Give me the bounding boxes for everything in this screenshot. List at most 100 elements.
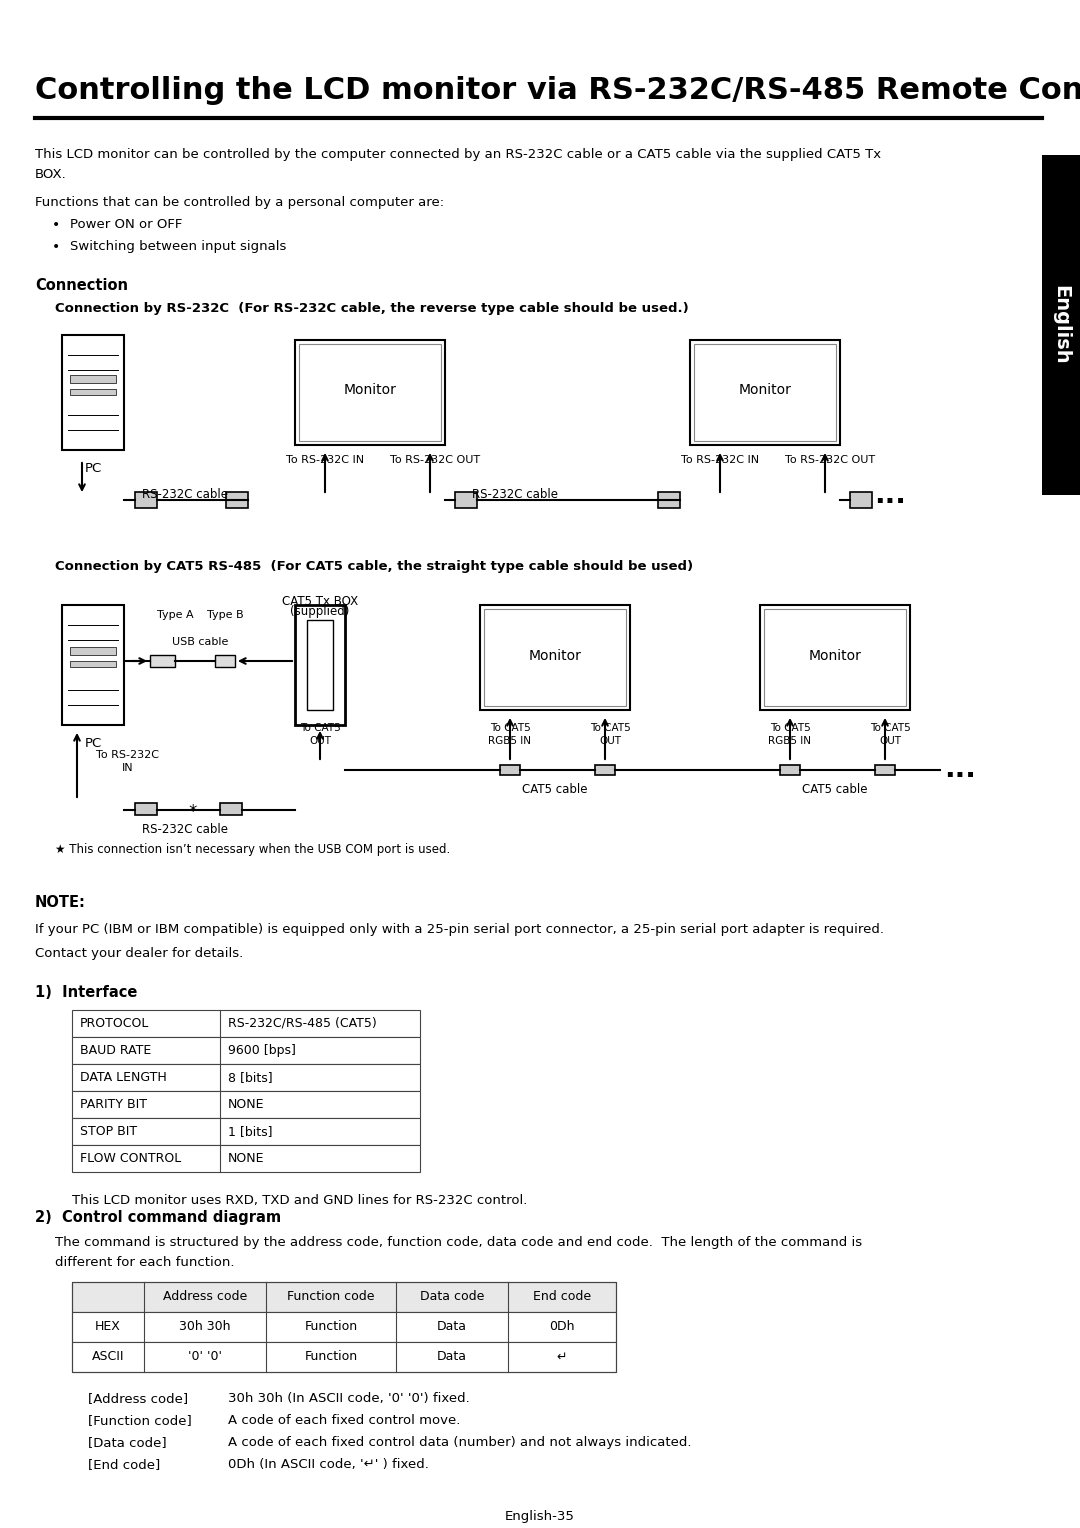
Bar [595, 766, 615, 775]
Bar [72, 1118, 420, 1144]
Text: RS-232C cable: RS-232C cable [141, 824, 228, 836]
Bar [70, 374, 116, 384]
Text: Power ON or OFF: Power ON or OFF [70, 219, 183, 231]
Text: To CAT5
OUT: To CAT5 OUT [869, 723, 910, 746]
Bar [764, 610, 906, 706]
Bar [220, 804, 242, 814]
Text: DATA LENGTH: DATA LENGTH [80, 1071, 166, 1083]
Text: RS-232C cable: RS-232C cable [141, 487, 228, 501]
Text: To RS-232C OUT: To RS-232C OUT [785, 455, 875, 465]
Text: ★ This connection isn’t necessary when the USB COM port is used.: ★ This connection isn’t necessary when t… [55, 843, 450, 856]
Bar [875, 766, 895, 775]
Text: Address code: Address code [163, 1291, 247, 1303]
Text: 8 [bits]: 8 [bits] [228, 1071, 272, 1083]
Text: BOX.: BOX. [35, 168, 67, 180]
Text: ASCII: ASCII [92, 1351, 124, 1363]
Text: BAUD RATE: BAUD RATE [80, 1044, 151, 1057]
Text: NONE: NONE [228, 1099, 265, 1111]
Text: Connection by CAT5 RS-485  (For CAT5 cable, the straight type cable should be us: Connection by CAT5 RS-485 (For CAT5 cabl… [55, 559, 693, 573]
Bar [1042, 154, 1080, 495]
Text: Monitor: Monitor [739, 384, 792, 397]
Bar [455, 492, 477, 507]
Text: •: • [52, 240, 60, 254]
Text: USB cable: USB cable [172, 637, 228, 646]
Text: Function: Function [305, 1351, 357, 1363]
Text: ↵: ↵ [557, 1351, 567, 1363]
Bar [658, 492, 680, 507]
Bar [72, 1342, 616, 1372]
Text: Connection: Connection [35, 278, 129, 293]
Text: 0Dh (In ASCII code, '↵' ) fixed.: 0Dh (In ASCII code, '↵' ) fixed. [228, 1458, 429, 1471]
Text: *: * [189, 804, 198, 821]
Text: Monitor: Monitor [343, 384, 396, 397]
Text: Contact your dealer for details.: Contact your dealer for details. [35, 947, 243, 960]
Bar [62, 605, 124, 724]
Text: Controlling the LCD monitor via RS-232C/RS-485 Remote Control: Controlling the LCD monitor via RS-232C/… [35, 76, 1080, 105]
Text: Data: Data [437, 1320, 467, 1334]
Text: To CAT5
OUT: To CAT5 OUT [299, 723, 340, 746]
Bar [72, 1313, 616, 1342]
Bar [72, 1282, 616, 1372]
Text: Data: Data [437, 1351, 467, 1363]
Text: STOP BIT: STOP BIT [80, 1125, 137, 1138]
Text: PC: PC [84, 736, 102, 750]
Text: If your PC (IBM or IBM compatible) is equipped only with a 25-pin serial port co: If your PC (IBM or IBM compatible) is eq… [35, 923, 885, 937]
Text: To RS-232C IN: To RS-232C IN [286, 455, 364, 465]
Text: The command is structured by the address code, function code, data code and end : The command is structured by the address… [55, 1236, 862, 1248]
Bar [299, 344, 441, 442]
Text: different for each function.: different for each function. [55, 1256, 234, 1268]
Bar [70, 662, 116, 668]
Bar [72, 1038, 420, 1063]
Text: This LCD monitor can be controlled by the computer connected by an RS-232C cable: This LCD monitor can be controlled by th… [35, 148, 881, 160]
Text: RS-232C cable: RS-232C cable [472, 487, 558, 501]
Text: CAT5 Tx BOX: CAT5 Tx BOX [282, 594, 359, 608]
Bar [135, 804, 157, 814]
Text: [End code]: [End code] [87, 1458, 160, 1471]
Bar [70, 390, 116, 396]
Text: NONE: NONE [228, 1152, 265, 1164]
Text: HEX: HEX [95, 1320, 121, 1334]
Text: End code: End code [532, 1291, 591, 1303]
Bar [62, 335, 124, 451]
Bar [850, 492, 872, 507]
Text: To RS-232C OUT: To RS-232C OUT [390, 455, 481, 465]
Bar [500, 766, 519, 775]
Bar [690, 341, 840, 445]
Text: NOTE:: NOTE: [35, 895, 86, 911]
Text: To CAT5
RGB5 IN: To CAT5 RGB5 IN [769, 723, 811, 746]
Bar [215, 656, 235, 668]
Text: Connection by RS-232C  (For RS-232C cable, the reverse type cable should be used: Connection by RS-232C (For RS-232C cable… [55, 303, 689, 315]
Text: PROTOCOL: PROTOCOL [80, 1018, 149, 1030]
Text: To RS-232C IN: To RS-232C IN [680, 455, 759, 465]
Text: English-35: English-35 [505, 1510, 575, 1523]
Text: •: • [52, 219, 60, 232]
Text: 30h 30h: 30h 30h [179, 1320, 231, 1334]
Text: FLOW CONTROL: FLOW CONTROL [80, 1152, 181, 1164]
Bar [70, 646, 116, 656]
Bar [72, 1010, 420, 1038]
Text: CAT5 cable: CAT5 cable [802, 782, 867, 796]
Text: 1)  Interface: 1) Interface [35, 986, 137, 999]
Text: A code of each fixed control data (number) and not always indicated.: A code of each fixed control data (numbe… [228, 1436, 691, 1449]
Bar [72, 1282, 616, 1313]
Bar [72, 1063, 420, 1091]
Text: 2)  Control command diagram: 2) Control command diagram [35, 1210, 281, 1225]
Bar [780, 766, 800, 775]
Bar [72, 1144, 420, 1172]
Text: PARITY BIT: PARITY BIT [80, 1099, 147, 1111]
Text: 30h 30h (In ASCII code, '0' '0') fixed.: 30h 30h (In ASCII code, '0' '0') fixed. [228, 1392, 470, 1406]
Text: Function: Function [305, 1320, 357, 1334]
Text: 9600 [bps]: 9600 [bps] [228, 1044, 296, 1057]
Bar [135, 492, 157, 507]
Text: PC: PC [84, 461, 102, 475]
Bar [295, 341, 445, 445]
Bar [480, 605, 630, 711]
Bar [295, 605, 345, 724]
Text: To CAT5
RGB5 IN: To CAT5 RGB5 IN [488, 723, 531, 746]
Text: ...: ... [944, 755, 976, 782]
Bar [760, 605, 910, 711]
Text: ...: ... [874, 481, 906, 509]
Bar [72, 1091, 420, 1118]
Text: To RS-232C
IN: To RS-232C IN [96, 750, 160, 773]
Text: Monitor: Monitor [528, 648, 581, 663]
